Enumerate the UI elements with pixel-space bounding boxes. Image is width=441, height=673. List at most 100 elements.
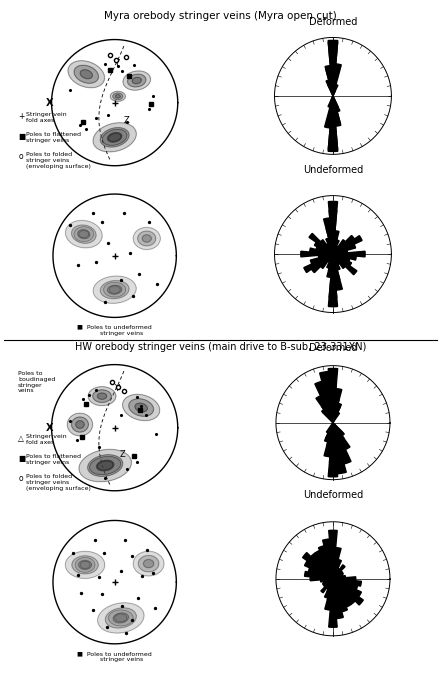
Polygon shape <box>333 559 341 579</box>
Polygon shape <box>72 556 98 574</box>
Text: ■  Poles to undeformed
       stringer veins: ■ Poles to undeformed stringer veins <box>77 325 152 336</box>
Text: Stringer vein
fold axes: Stringer vein fold axes <box>26 434 66 445</box>
Polygon shape <box>93 122 136 152</box>
Polygon shape <box>88 387 116 406</box>
Polygon shape <box>333 569 340 579</box>
Polygon shape <box>326 80 333 96</box>
Polygon shape <box>333 579 347 600</box>
Polygon shape <box>330 547 336 579</box>
Polygon shape <box>326 238 333 254</box>
Text: Deformed: Deformed <box>309 17 357 27</box>
Polygon shape <box>321 240 333 254</box>
Polygon shape <box>68 61 105 87</box>
Polygon shape <box>329 254 333 259</box>
Polygon shape <box>108 133 122 142</box>
Polygon shape <box>65 220 102 248</box>
Polygon shape <box>333 579 344 586</box>
Polygon shape <box>333 406 340 423</box>
Polygon shape <box>143 559 154 568</box>
Polygon shape <box>326 228 333 254</box>
Polygon shape <box>324 218 333 254</box>
Polygon shape <box>328 368 338 423</box>
Polygon shape <box>305 561 333 579</box>
Polygon shape <box>330 96 333 102</box>
Polygon shape <box>329 254 333 262</box>
Polygon shape <box>328 96 333 107</box>
Polygon shape <box>108 610 133 626</box>
Polygon shape <box>328 254 333 262</box>
Polygon shape <box>325 579 333 598</box>
Polygon shape <box>333 250 348 254</box>
Polygon shape <box>325 423 333 442</box>
Polygon shape <box>321 579 333 593</box>
Polygon shape <box>333 96 340 124</box>
Polygon shape <box>316 246 333 254</box>
Polygon shape <box>110 92 125 102</box>
Polygon shape <box>133 551 164 576</box>
Polygon shape <box>333 403 341 423</box>
Polygon shape <box>333 254 351 266</box>
Polygon shape <box>132 77 141 83</box>
Polygon shape <box>79 450 131 482</box>
Text: △: △ <box>18 434 24 443</box>
Polygon shape <box>329 423 336 462</box>
Polygon shape <box>113 613 129 623</box>
Polygon shape <box>123 394 160 421</box>
Polygon shape <box>333 569 340 579</box>
Polygon shape <box>333 571 342 579</box>
Polygon shape <box>321 410 333 423</box>
Polygon shape <box>333 240 339 254</box>
Polygon shape <box>333 388 342 423</box>
Polygon shape <box>323 539 333 579</box>
Polygon shape <box>129 398 153 417</box>
Polygon shape <box>333 254 350 262</box>
Polygon shape <box>323 400 333 423</box>
Polygon shape <box>333 579 358 590</box>
Polygon shape <box>329 383 336 423</box>
Polygon shape <box>328 423 338 477</box>
Polygon shape <box>333 96 338 108</box>
Polygon shape <box>80 70 92 79</box>
Polygon shape <box>333 85 336 96</box>
Text: ■: ■ <box>18 133 26 141</box>
Polygon shape <box>323 411 333 423</box>
Polygon shape <box>333 579 343 618</box>
Polygon shape <box>93 276 136 304</box>
Polygon shape <box>333 254 356 260</box>
Polygon shape <box>327 254 333 268</box>
Polygon shape <box>333 244 355 254</box>
Polygon shape <box>329 210 337 254</box>
Polygon shape <box>71 417 88 432</box>
Text: Poles to flattened
stringer veins: Poles to flattened stringer veins <box>26 133 81 143</box>
Polygon shape <box>333 423 344 441</box>
Polygon shape <box>311 254 333 273</box>
Polygon shape <box>333 579 350 598</box>
Polygon shape <box>316 559 333 579</box>
Polygon shape <box>333 579 343 583</box>
Polygon shape <box>333 249 336 254</box>
Text: X: X <box>46 423 53 433</box>
Polygon shape <box>71 225 96 244</box>
Polygon shape <box>97 461 113 470</box>
Polygon shape <box>328 42 338 96</box>
Polygon shape <box>123 71 150 90</box>
Polygon shape <box>321 571 333 579</box>
Polygon shape <box>324 388 333 423</box>
Polygon shape <box>333 423 346 474</box>
Polygon shape <box>93 390 111 402</box>
Polygon shape <box>328 83 333 96</box>
Polygon shape <box>328 248 333 254</box>
Polygon shape <box>326 68 333 96</box>
Text: Poles to folded
stringer veins
(enveloping surface): Poles to folded stringer veins (envelopi… <box>26 474 90 491</box>
Text: Undeformed: Undeformed <box>303 490 363 500</box>
Polygon shape <box>333 413 340 423</box>
Polygon shape <box>142 235 151 242</box>
Polygon shape <box>323 575 333 579</box>
Polygon shape <box>333 423 350 450</box>
Polygon shape <box>333 423 343 434</box>
Polygon shape <box>133 227 161 250</box>
Polygon shape <box>78 229 90 239</box>
Polygon shape <box>138 555 159 572</box>
Polygon shape <box>67 413 93 436</box>
Polygon shape <box>326 423 333 433</box>
